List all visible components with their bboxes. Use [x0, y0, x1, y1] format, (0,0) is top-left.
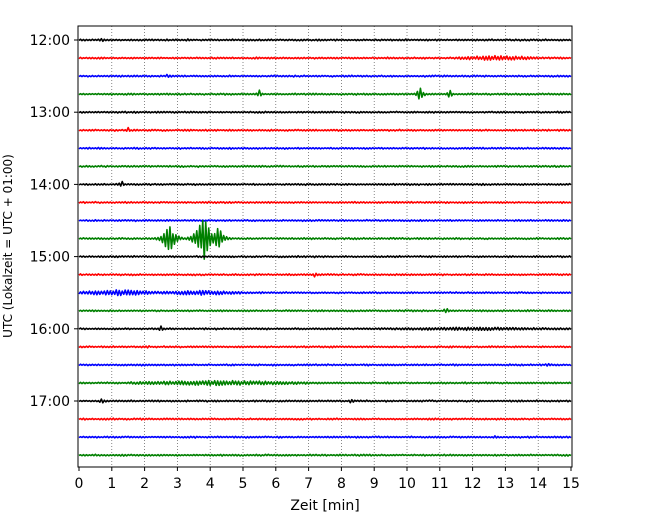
trace-line	[78, 126, 572, 132]
trace-line	[78, 54, 572, 61]
trace-line	[78, 254, 572, 259]
trace-line	[78, 345, 572, 349]
trace-line	[78, 362, 572, 367]
x-tick-label: 9	[370, 476, 379, 492]
y-tick-label: 12:00	[30, 33, 70, 49]
x-tick-label: 12	[464, 476, 482, 492]
trace-line	[78, 73, 572, 79]
trace-line	[78, 200, 572, 205]
x-tick-label: 0	[75, 476, 84, 492]
trace-line	[78, 453, 572, 457]
trace-line	[78, 218, 572, 223]
x-tick-label: 2	[140, 476, 149, 492]
seismic-traces	[78, 37, 572, 457]
trace-line	[78, 289, 572, 297]
x-axis-ticks: 0 1 2 3 4 5 6 7 8 9 10 11 12 13 14 15	[75, 467, 580, 492]
y-tick-label: 17:00	[30, 394, 70, 410]
x-tick-label: 4	[206, 476, 215, 492]
trace-line	[78, 325, 572, 332]
trace-line	[78, 180, 572, 187]
trace-line	[78, 110, 572, 114]
trace-line	[78, 379, 572, 387]
trace-line	[78, 398, 572, 404]
y-tick-label: 14:00	[30, 177, 70, 193]
trace-line	[78, 146, 572, 151]
x-axis-title: Zeit [min]	[290, 498, 359, 514]
trace-line	[78, 435, 572, 439]
x-tick-label: 11	[431, 476, 449, 492]
x-tick-label: 1	[107, 476, 116, 492]
trace-line	[78, 87, 572, 100]
y-tick-label: 15:00	[30, 250, 70, 266]
x-tick-label: 10	[398, 476, 416, 492]
x-tick-label: 15	[562, 476, 580, 492]
trace-line	[78, 417, 572, 421]
y-tick-label: 16:00	[30, 322, 70, 338]
x-tick-label: 14	[529, 476, 547, 492]
x-tick-label: 6	[271, 476, 280, 492]
y-tick-label: 13:00	[30, 105, 70, 121]
plot-frame	[77, 25, 573, 468]
y-axis-ticks: 12:00 13:00 14:00 15:00 16:00 17:00	[30, 33, 78, 410]
y-axis-title: UTC (Lokalzeit = UTC + 01:00)	[1, 154, 15, 338]
x-tick-label: 13	[496, 476, 514, 492]
trace-line	[78, 272, 572, 278]
x-tick-label: 3	[173, 476, 182, 492]
trace-line	[78, 37, 572, 43]
x-tick-label: 8	[337, 476, 346, 492]
x-tick-label: 5	[239, 476, 248, 492]
trace-line	[78, 307, 572, 314]
trace-line	[78, 219, 572, 260]
x-tick-label: 7	[304, 476, 313, 492]
trace-line	[78, 164, 572, 169]
